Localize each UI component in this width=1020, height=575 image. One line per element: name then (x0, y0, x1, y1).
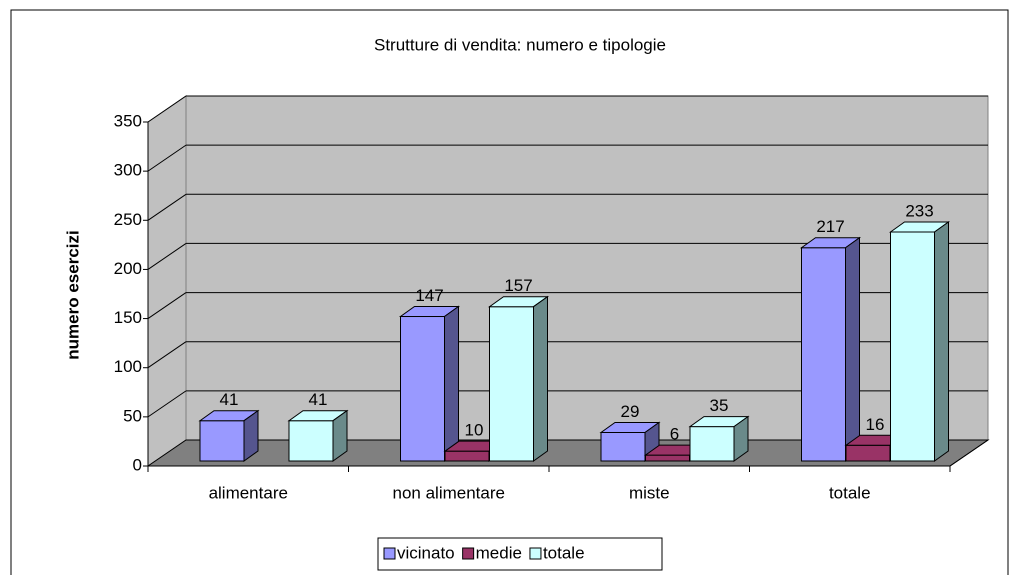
data-label: 10 (465, 421, 484, 440)
data-label: 16 (866, 415, 885, 434)
bar-front (489, 306, 534, 462)
x-tick-label: alimentare (209, 483, 288, 502)
data-label: 6 (670, 425, 679, 444)
legend-swatch (383, 547, 396, 560)
y-tick-label: 350 (114, 111, 142, 130)
y-axis-label: numero esercizi (63, 230, 82, 359)
y-tick-label: 50 (123, 406, 142, 425)
grid-line (147, 243, 187, 270)
legend-swatch (529, 547, 542, 560)
legend-swatch (462, 547, 475, 560)
bar-side (934, 221, 949, 462)
y-tick-label: 300 (114, 161, 142, 180)
bar-side (444, 305, 459, 462)
y-tick-label: 100 (114, 357, 142, 376)
grid-line (147, 95, 187, 123)
bar-front (890, 231, 935, 462)
bar-side (845, 236, 860, 462)
legend-label: totale (543, 543, 585, 562)
x-tick-label: non alimentare (393, 483, 505, 502)
side-wall (147, 95, 187, 467)
back-wall (185, 95, 989, 441)
bar-front (600, 431, 646, 462)
data-label: 217 (816, 217, 844, 236)
y-tick-label: 200 (114, 259, 142, 278)
grid-line (147, 292, 187, 319)
x-tick-label: miste (629, 483, 670, 502)
bar-side (533, 295, 548, 462)
y-tick-label: 150 (114, 308, 142, 327)
data-label: 147 (415, 286, 443, 305)
bar-front (689, 426, 735, 462)
bar-side (332, 409, 348, 462)
floor-edge (949, 439, 989, 467)
bar-front (801, 247, 846, 462)
grid-line (147, 341, 187, 369)
bar-side (733, 415, 749, 462)
legend-label: vicinato (397, 543, 455, 562)
data-label: 29 (621, 402, 640, 421)
data-label: 41 (220, 390, 239, 409)
bar-front (400, 316, 445, 462)
data-label: 157 (504, 276, 532, 295)
y-tick-label: 0 (133, 455, 142, 474)
legend (377, 537, 663, 571)
bar-front (288, 420, 334, 462)
data-label: 233 (905, 201, 933, 220)
data-label: 41 (309, 390, 328, 409)
x-tick-label: totale (829, 483, 871, 502)
legend-label: medie (476, 543, 522, 562)
bar-front (645, 454, 690, 462)
grid-line (147, 193, 187, 221)
grid-line (147, 390, 187, 418)
data-label: 35 (710, 396, 729, 415)
chart-title: Strutture di vendita: numero e tipologie (374, 35, 666, 54)
bar-front (444, 450, 490, 462)
bar-side (243, 409, 259, 462)
bar-front (199, 420, 245, 462)
grid-line (147, 144, 187, 172)
bar-front (845, 444, 891, 462)
y-tick-label: 250 (114, 210, 142, 229)
